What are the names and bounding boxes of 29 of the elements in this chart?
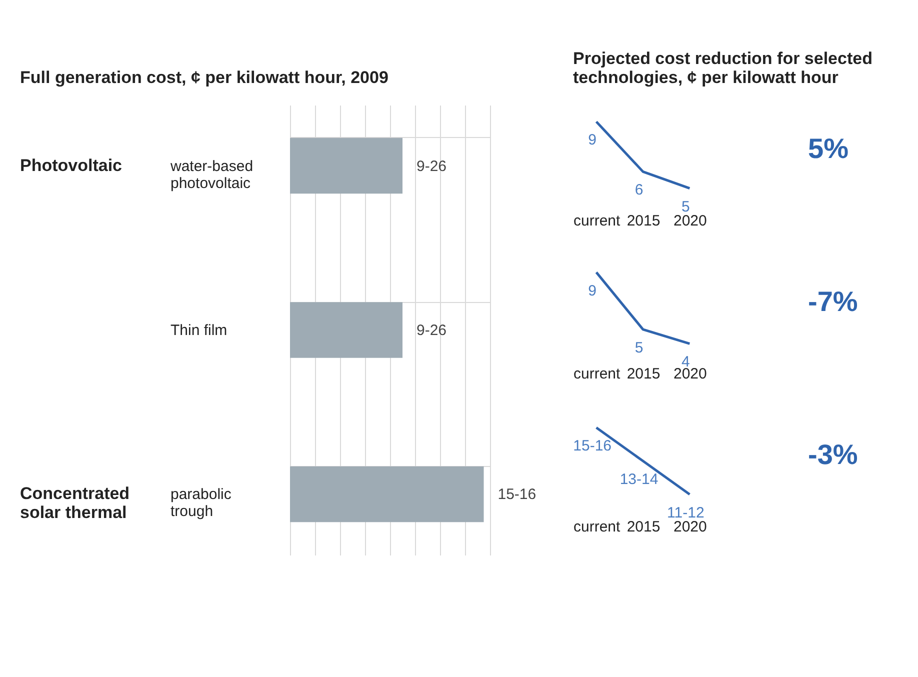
text: 5% bbox=[808, 133, 849, 164]
data-label: 13-14 bbox=[620, 471, 658, 488]
data-label: 9 bbox=[588, 282, 597, 300]
chart-title: Full generation cost, ¢ per kilowatt hour, 2009 bbox=[20, 68, 388, 87]
y-tick-label: Thin film bbox=[170, 322, 228, 339]
x-tick-label: 2015 bbox=[626, 366, 660, 382]
data-label: 5 bbox=[634, 339, 644, 356]
data-label: 5 bbox=[681, 198, 690, 216]
data-label: 6 bbox=[634, 182, 644, 199]
data-label: 15-16 bbox=[573, 438, 612, 455]
chart-title: Projected cost reduction for selected technologies, ¢ per kilowatt hour bbox=[572, 49, 872, 87]
x-tick-label: 2015 bbox=[626, 212, 660, 230]
data-label: 11-12 bbox=[667, 504, 704, 522]
x-tick-label: 2015 bbox=[626, 518, 660, 536]
x-tick-label: current bbox=[573, 212, 622, 230]
data-label: 15-16 bbox=[498, 486, 536, 504]
text: -3% bbox=[808, 439, 858, 470]
x-tick-label: current bbox=[573, 366, 622, 382]
x-tick-label: current bbox=[573, 518, 622, 536]
text: Concentrated solar thermal bbox=[20, 484, 130, 522]
x-tick-label: 2020 bbox=[673, 518, 707, 536]
data-label: 9-26 bbox=[416, 158, 447, 175]
text: -7% bbox=[808, 286, 858, 317]
y-tick-label: parabolic trough bbox=[170, 486, 232, 520]
y-tick-label: water-based photovoltaic bbox=[170, 158, 254, 192]
x-tick-label: 2020 bbox=[673, 212, 707, 230]
data-label: 9-26 bbox=[416, 322, 447, 339]
text: Photovoltaic bbox=[20, 156, 122, 175]
data-label: 9 bbox=[588, 132, 597, 149]
